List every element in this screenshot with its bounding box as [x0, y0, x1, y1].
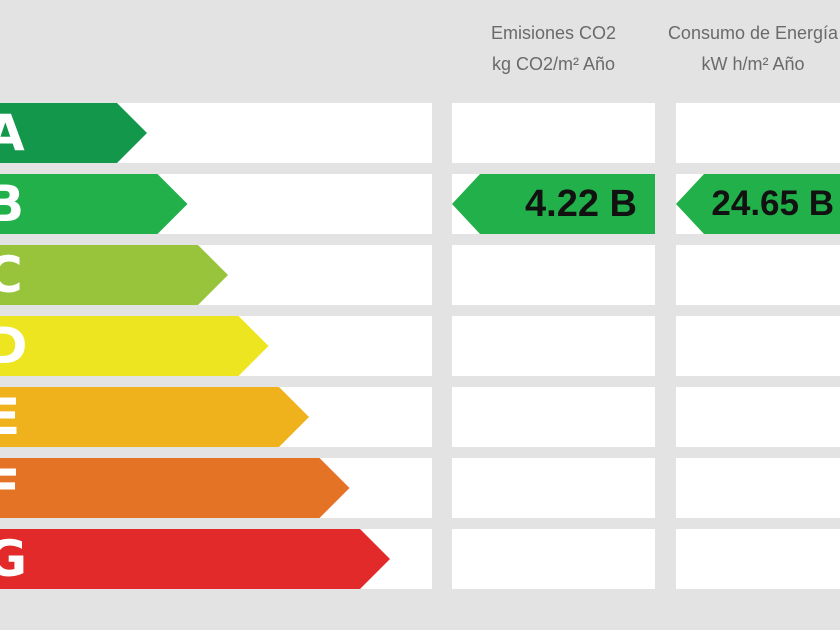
rating-letter: C: [0, 246, 23, 304]
emissions-value: 4.22 B: [525, 183, 637, 225]
consumption-value-arrow: 24.65 B: [676, 174, 840, 234]
consumption-title: Consumo de Energía: [667, 23, 839, 43]
consumption-cell-f: [676, 458, 840, 518]
header-consumption: Consumo de Energía kW h/m² Año: [666, 18, 840, 80]
rating-letter: G: [0, 530, 28, 588]
rating-arrow-d: D: [0, 316, 269, 376]
rating-arrow-c: C: [0, 245, 228, 305]
rating-arrow-f: F: [0, 458, 350, 518]
rating-letter: D: [0, 317, 28, 375]
emissions-unit: kg CO2/m² Año: [491, 54, 616, 74]
emissions-cell-c: [452, 245, 655, 305]
consumption-value: 24.65 B: [711, 184, 834, 223]
consumption-unit: kW h/m² Año: [701, 54, 805, 74]
consumption-cell-d: [676, 316, 840, 376]
consumption-cell-a: [676, 103, 840, 163]
consumption-cell-c: [676, 245, 840, 305]
rating-arrow-g: G: [0, 529, 390, 589]
emissions-cell-f: [452, 458, 655, 518]
consumption-cell-g: [676, 529, 840, 589]
rating-letter: A: [0, 104, 25, 162]
rating-arrow-e: E: [0, 387, 309, 447]
emissions-cell-d: [452, 316, 655, 376]
emissions-cell-a: [452, 103, 655, 163]
rating-letter: B: [0, 175, 25, 233]
header-emissions: Emisiones CO2 kg CO2/m² Año: [452, 18, 655, 80]
emissions-title: Emisiones CO2: [490, 23, 617, 43]
rating-arrow-b: B: [0, 174, 188, 234]
rating-letter: F: [0, 459, 21, 517]
rating-arrow-a: A: [0, 103, 147, 163]
emissions-cell-g: [452, 529, 655, 589]
rating-letter: E: [0, 388, 21, 446]
emissions-cell-e: [452, 387, 655, 447]
consumption-cell-e: [676, 387, 840, 447]
emissions-value-arrow: 4.22 B: [452, 174, 655, 234]
